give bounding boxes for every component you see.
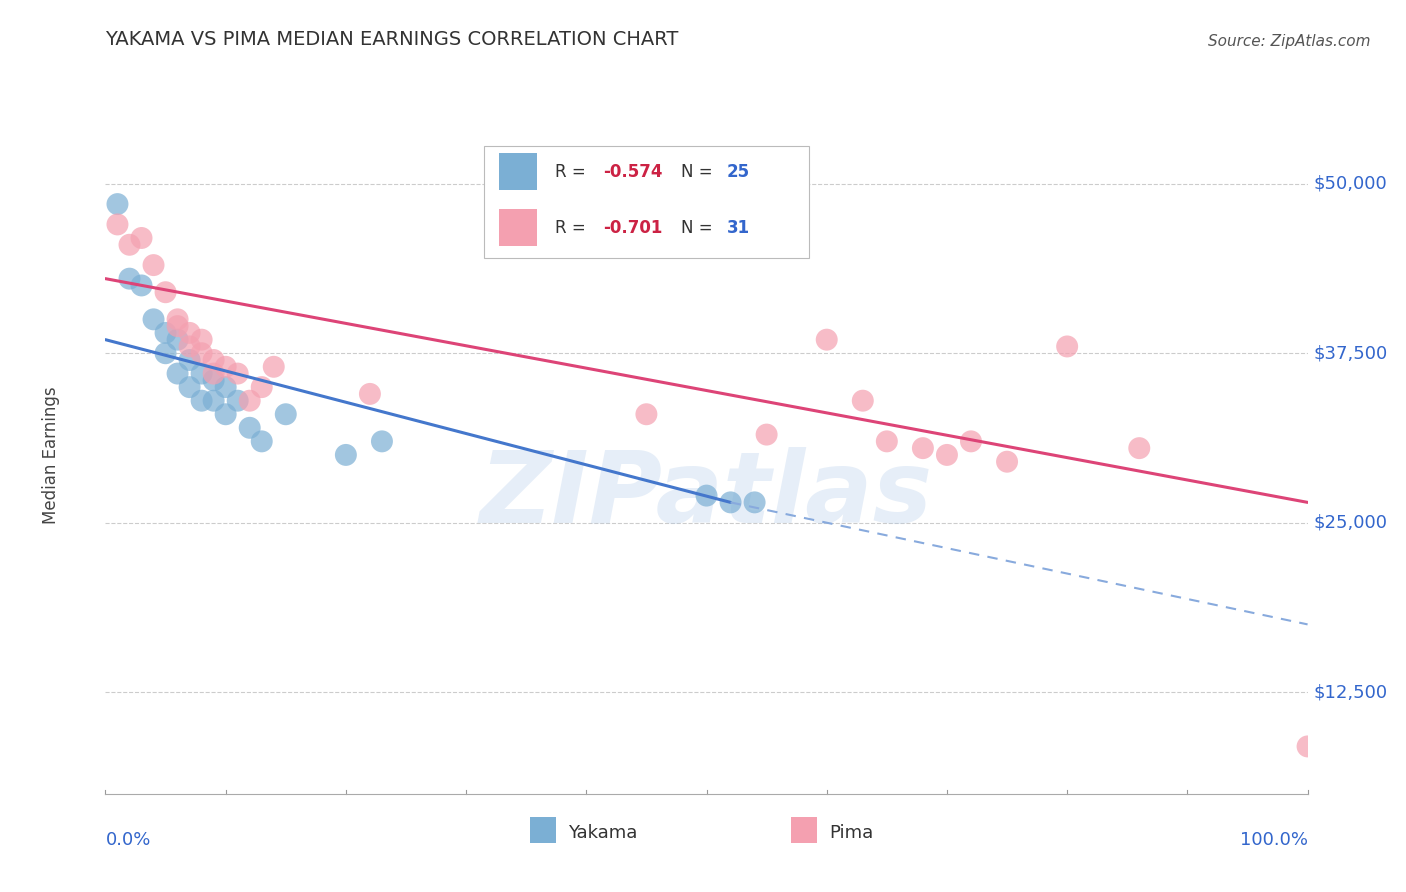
Text: -0.701: -0.701 <box>603 219 662 237</box>
Point <box>995 455 1018 469</box>
Point <box>155 326 177 340</box>
Point <box>166 367 188 381</box>
Point <box>118 271 141 285</box>
Text: Median Earnings: Median Earnings <box>42 386 60 524</box>
Text: 0.0%: 0.0% <box>105 831 150 849</box>
Point <box>250 434 273 449</box>
Text: N =: N = <box>682 163 718 181</box>
Point <box>107 197 129 211</box>
Point <box>179 380 201 394</box>
Point <box>636 407 658 421</box>
Text: R =: R = <box>555 163 591 181</box>
Point <box>1128 441 1150 455</box>
Point <box>202 393 225 408</box>
Text: Source: ZipAtlas.com: Source: ZipAtlas.com <box>1208 34 1371 49</box>
Point <box>960 434 983 449</box>
Point <box>202 373 225 387</box>
Point <box>179 353 201 368</box>
Text: Pima: Pima <box>830 824 873 842</box>
Point <box>214 359 236 374</box>
Point <box>142 312 165 326</box>
Text: Yakama: Yakama <box>568 824 638 842</box>
Point <box>226 367 249 381</box>
Point <box>131 231 153 245</box>
Point <box>852 393 875 408</box>
Point <box>142 258 165 272</box>
Point <box>239 393 262 408</box>
Text: -0.574: -0.574 <box>603 163 662 181</box>
Point <box>1056 339 1078 353</box>
Text: $50,000: $50,000 <box>1313 175 1388 193</box>
Point <box>936 448 959 462</box>
Point <box>696 489 718 503</box>
Point <box>359 387 381 401</box>
Text: 31: 31 <box>727 219 749 237</box>
Point <box>190 346 212 360</box>
Point <box>720 495 742 509</box>
Text: $25,000: $25,000 <box>1313 514 1388 532</box>
Text: ZIPatlas: ZIPatlas <box>479 447 934 544</box>
Point <box>226 393 249 408</box>
Point <box>166 319 188 334</box>
FancyBboxPatch shape <box>484 146 808 259</box>
Point <box>214 407 236 421</box>
Point <box>815 333 838 347</box>
Text: YAKAMA VS PIMA MEDIAN EARNINGS CORRELATION CHART: YAKAMA VS PIMA MEDIAN EARNINGS CORRELATI… <box>105 30 679 49</box>
Point <box>876 434 898 449</box>
Text: 100.0%: 100.0% <box>1240 831 1308 849</box>
Point <box>214 380 236 394</box>
Text: $37,500: $37,500 <box>1313 344 1388 362</box>
Point <box>179 339 201 353</box>
Point <box>107 218 129 232</box>
Point <box>155 346 177 360</box>
Point <box>911 441 934 455</box>
Point <box>371 434 394 449</box>
Point <box>202 367 225 381</box>
Point <box>118 237 141 252</box>
Point <box>131 278 153 293</box>
FancyBboxPatch shape <box>530 817 557 843</box>
Point <box>166 312 188 326</box>
Text: 25: 25 <box>727 163 749 181</box>
Point <box>250 380 273 394</box>
FancyBboxPatch shape <box>499 209 537 246</box>
Point <box>166 333 188 347</box>
Point <box>274 407 297 421</box>
Text: $12,500: $12,500 <box>1313 683 1388 701</box>
Point <box>155 285 177 300</box>
Point <box>1296 739 1319 754</box>
Point <box>202 353 225 368</box>
Point <box>190 367 212 381</box>
Point <box>755 427 778 442</box>
Point <box>335 448 357 462</box>
Text: N =: N = <box>682 219 718 237</box>
Point <box>179 326 201 340</box>
Point <box>190 393 212 408</box>
FancyBboxPatch shape <box>790 817 817 843</box>
Text: R =: R = <box>555 219 591 237</box>
FancyBboxPatch shape <box>499 153 537 190</box>
Point <box>239 421 262 435</box>
Point <box>744 495 766 509</box>
Point <box>263 359 285 374</box>
Point <box>190 333 212 347</box>
